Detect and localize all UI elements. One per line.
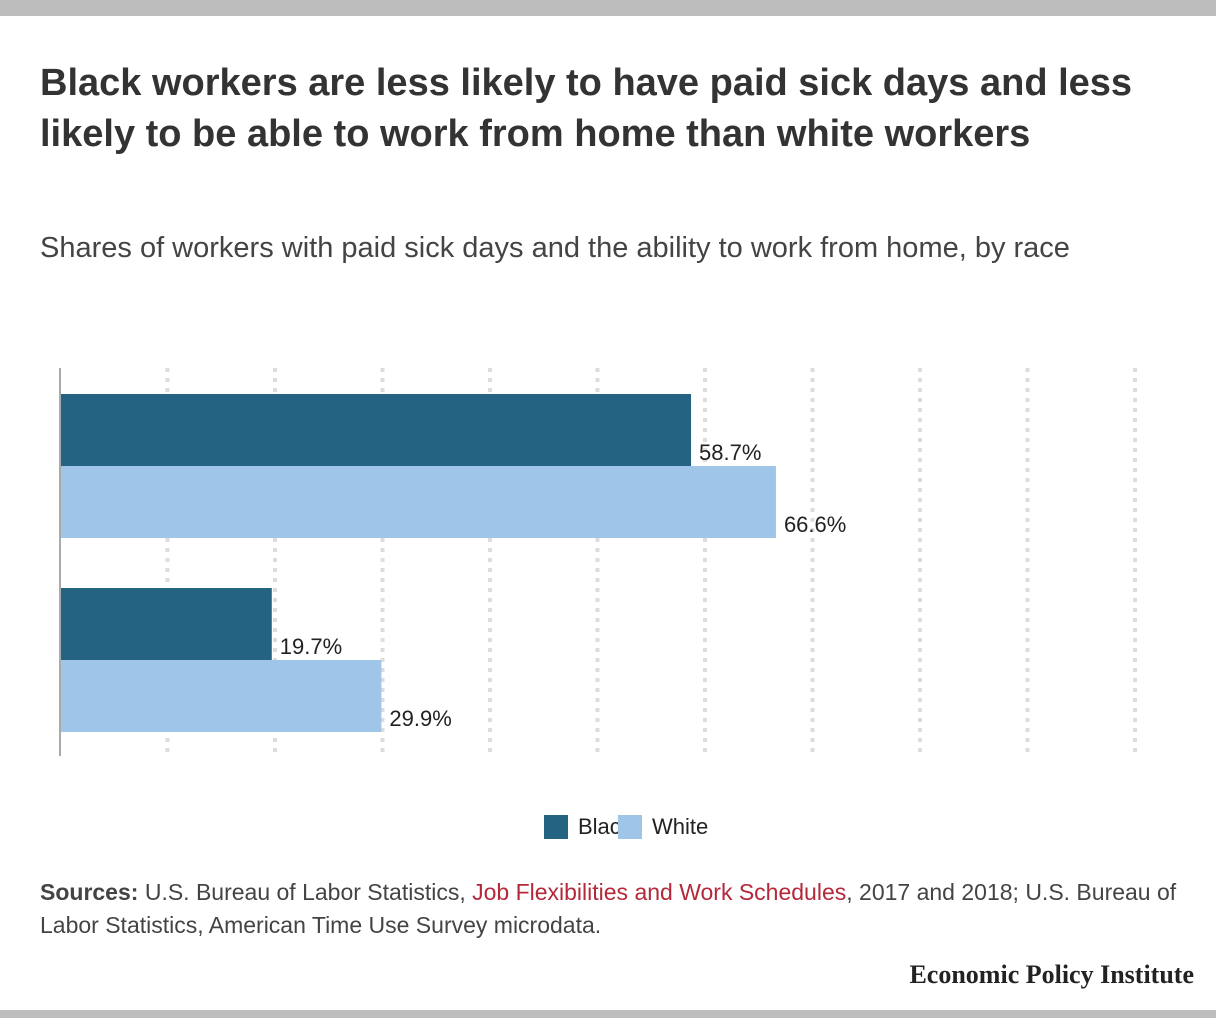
bottom-rule [0,1010,1216,1018]
brand-logo: Economic Policy Institute [909,960,1194,989]
legend: Black White [544,814,784,840]
legend-label-black: Black [578,814,618,839]
bar-black-1 [60,588,272,660]
sources-text-before: U.S. Bureau of Labor Statistics, [144,879,466,905]
legend-swatch-black [544,815,568,839]
bar-black-0 [60,394,692,466]
sources-link[interactable]: Job Flexibilities and Work Schedules [472,879,847,905]
bars [60,394,776,732]
data-labels: 58.7% 66.6% 19.7% 29.9% [280,440,847,731]
bar-white-1 [60,660,382,732]
data-label-white-1: 29.9% [389,706,451,731]
data-label-black-1: 19.7% [280,634,342,659]
top-rule [0,0,1216,16]
bar-white-0 [60,466,776,538]
chart-subtitle: Shares of workers with paid sick days an… [40,232,1070,264]
legend-item-black: Black [544,814,618,840]
data-label-white-0: 66.6% [784,512,846,537]
legend-label-white: White [652,814,709,839]
sources-note: Sources: U.S. Bureau of Labor Statistics… [40,876,1180,942]
legend-swatch-white [618,815,642,839]
bar-chart: 58.7% 66.6% 19.7% 29.9% [59,368,1137,756]
sources-text-after: , 2017 and 2018; U.S. Bureau of Labor St… [40,879,1177,938]
sources-label: Sources: [40,879,139,905]
chart-title: Black workers are less likely to have pa… [40,62,1133,155]
data-label-black-0: 58.7% [699,440,761,465]
